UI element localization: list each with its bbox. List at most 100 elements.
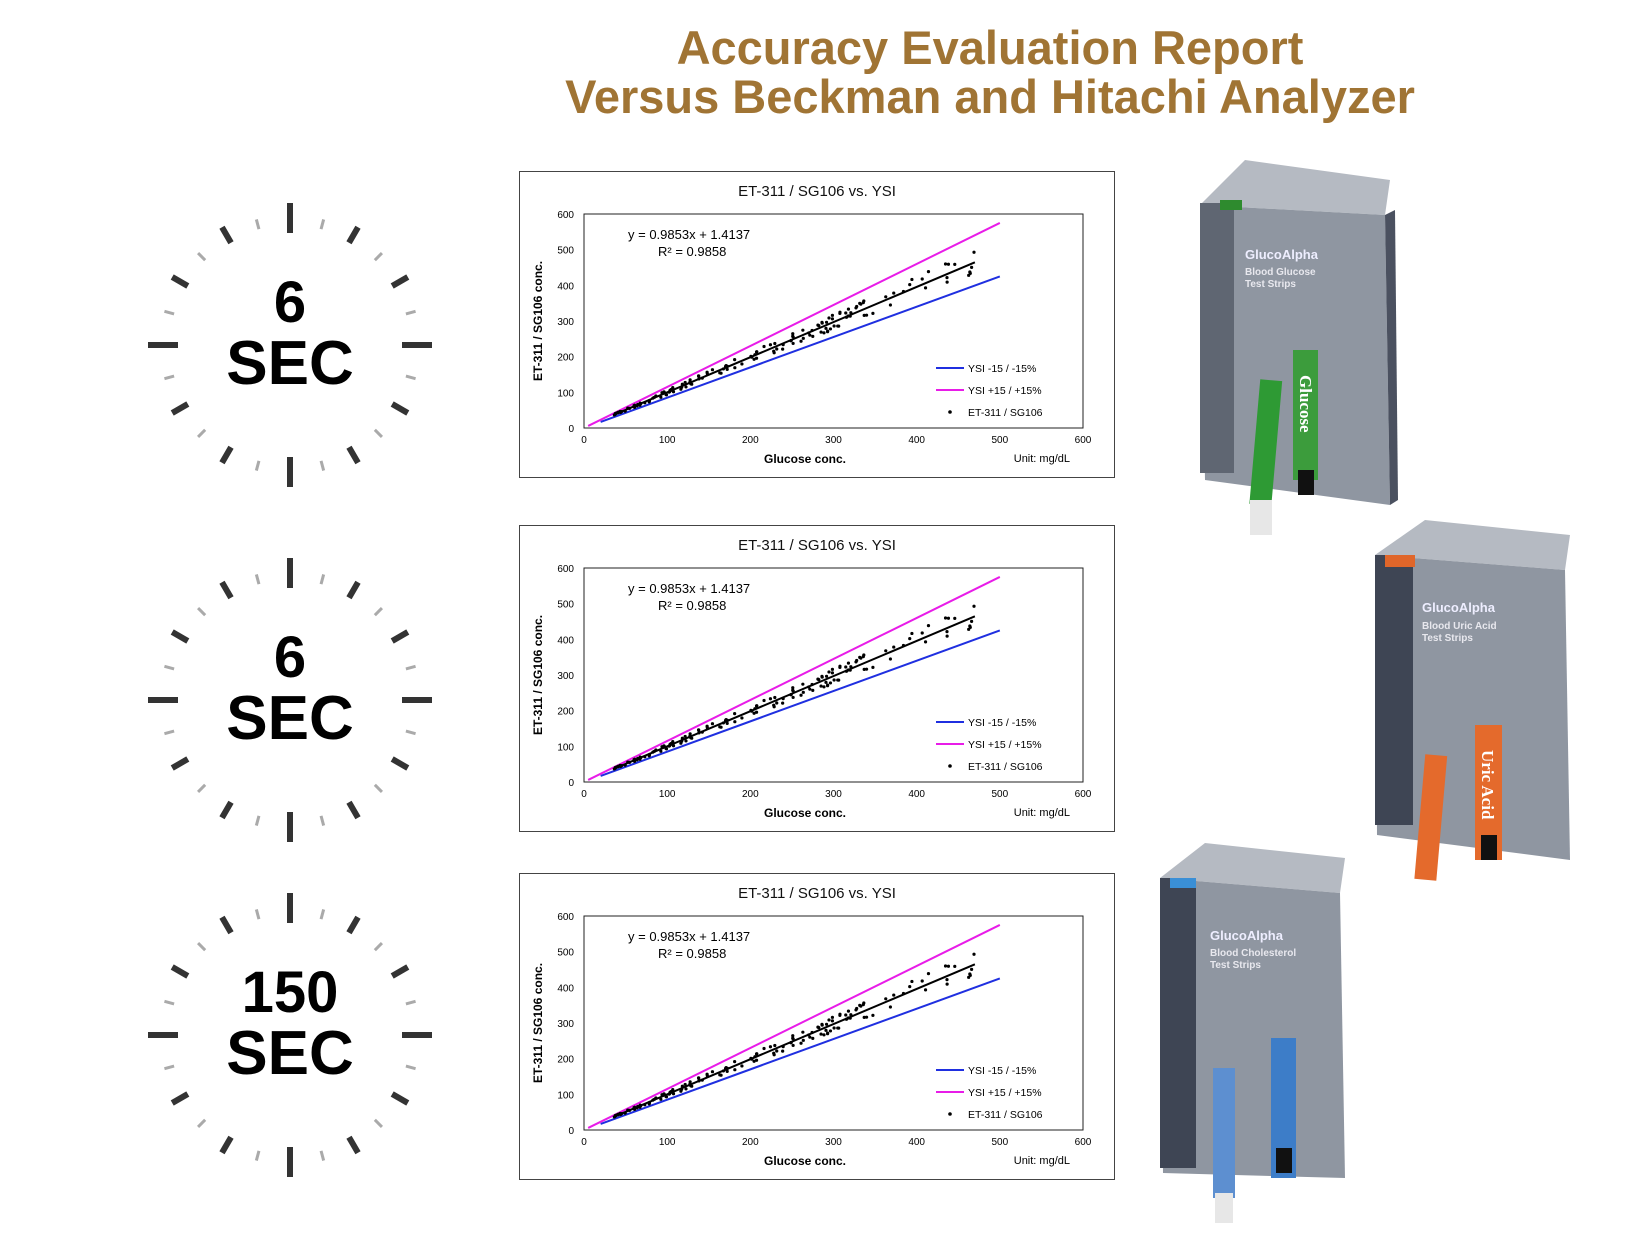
data-point [680,1084,684,1088]
dial-tick [319,815,326,826]
dial-tick [197,252,207,262]
data-point [810,328,814,333]
data-point [832,678,836,682]
dial-tick [164,374,175,381]
dial-tick [390,964,410,979]
data-point [864,667,869,671]
data-point [752,711,756,715]
dial-tick [170,1091,190,1106]
data-point [733,1060,737,1064]
x-tick-label: 300 [825,789,842,800]
data-point [623,409,627,413]
data-point [861,654,865,659]
data-point [721,367,726,371]
data-point [683,380,687,385]
dial-tick [319,219,326,230]
product-line1: Blood Uric Acid [1422,621,1497,632]
data-point [970,619,974,623]
dial-tick [405,309,416,316]
data-point [638,757,642,761]
data-point [820,321,824,325]
trend-line [612,261,976,417]
data-point [632,758,637,762]
x-tick-label: 200 [742,435,759,446]
timer-unit: SEC [226,1019,354,1088]
data-point [801,682,805,686]
data-point [888,303,892,307]
data-point [819,684,823,688]
dial-tick [390,401,410,416]
data-point [768,1045,773,1049]
dial-tick [254,219,261,230]
data-point [801,1030,805,1034]
data-point [671,1088,675,1092]
data-point [826,683,830,687]
r-squared: R² = 0.9858 [658,598,726,613]
data-point [662,744,666,748]
unit-label: Unit: mg/dL [1014,1155,1070,1167]
data-point [684,385,688,389]
data-point [844,1013,848,1017]
y-tick-label: 200 [557,1055,574,1066]
data-point [830,317,835,321]
x-axis-label: Glucose conc. [764,806,846,820]
data-point [613,766,617,770]
dial-tick [405,999,416,1006]
product-line2: Test Strips [1210,960,1261,971]
data-point [651,750,655,754]
dial-tick [164,309,175,316]
x-tick-label: 600 [1075,789,1092,800]
series-line [600,275,1001,423]
data-point [945,276,949,280]
data-point [710,722,715,726]
dial-tick [197,1118,207,1128]
data-point [647,754,651,758]
data-point [945,978,949,982]
chart-panel-2: ET-311 / SG106 vs. YSI 0 100 200 300 400 500 60… [519,525,1115,832]
test-strip-box-icon [1200,160,1398,535]
data-point [828,327,833,331]
dial-tick [170,964,190,979]
dial-tick [405,374,416,381]
data-point [920,277,924,281]
product-box-uric-acid: GlucoAlpha Blood Uric Acid Test Strips U… [1365,515,1580,895]
data-point [892,993,896,997]
data-point [791,695,795,700]
data-point [871,665,875,669]
dial-tick [319,909,326,920]
data-point [740,362,744,366]
data-point [740,1064,744,1068]
data-point [848,1016,852,1020]
data-point [690,1084,694,1088]
x-tick-label: 500 [991,789,1008,800]
dial-tick [346,225,361,245]
data-point [789,339,793,343]
timer-value: 150 [241,960,339,1025]
data-point [799,339,803,343]
data-point [791,341,795,346]
product-brand: GlucoAlpha [1422,600,1495,615]
data-point [724,1066,728,1070]
data-point [626,1108,630,1112]
data-point [827,1018,831,1022]
test-strip-box-icon [1375,520,1570,881]
legend-label: YSI +15 / +15% [968,739,1042,751]
unit-label: Unit: mg/dL [1014,807,1070,819]
legend-label: YSI -15 / -15% [968,717,1036,729]
data-point [837,678,841,682]
data-point [705,370,709,374]
data-point [855,658,859,663]
data-point [945,982,949,986]
y-tick-label: 100 [557,742,574,753]
data-point [662,1092,666,1096]
x-tick-label: 300 [825,1137,842,1148]
chart-title: ET-311 / SG106 vs. YSI [738,885,896,902]
data-point [700,376,704,380]
product-box-glucose: GlucoAlpha Blood Glucose Test Strips Glu… [1190,155,1400,535]
data-point [654,394,658,398]
data-point [671,1092,676,1096]
data-point [871,1013,875,1017]
product-box-cholesterol: GlucoAlpha Blood Cholesterol Test Strips [1155,838,1355,1238]
data-point [618,410,623,415]
data-point [683,734,687,739]
